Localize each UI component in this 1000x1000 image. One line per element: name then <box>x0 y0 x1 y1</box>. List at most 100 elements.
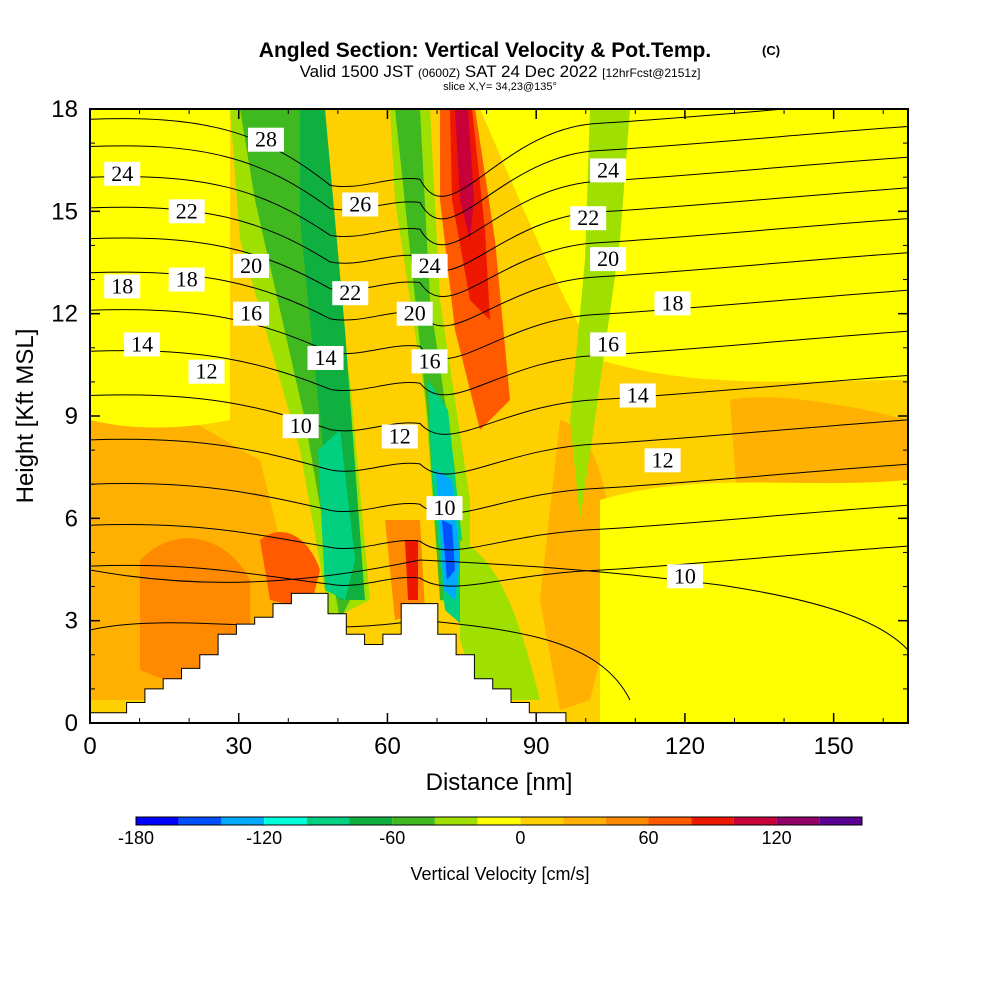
y-axis: 0 3 6 9 12 15 18 <box>51 96 908 737</box>
theta-contour-line <box>90 126 908 220</box>
theta-contour-label: 14 <box>307 345 344 370</box>
colorbar-tick-label: -180 <box>118 828 154 848</box>
contour-label-box <box>168 199 205 224</box>
valid-zulu: (0600Z) <box>418 66 460 80</box>
colorbar-tick-label: -120 <box>246 828 282 848</box>
updraft-band-left-core2 <box>260 531 320 610</box>
valid-fcst: [12hrFcst@2151z] <box>602 66 700 80</box>
theta-contour-label: 16 <box>411 348 448 374</box>
theta-contour-line <box>90 375 908 435</box>
updraft-core-b2 <box>405 540 418 600</box>
colorbar-swatch <box>221 817 265 825</box>
theta-contour-line <box>90 504 908 551</box>
theta-contour-label: 22 <box>332 280 369 306</box>
theta-contour-line <box>90 419 908 475</box>
y-tick-label: 9 <box>65 403 78 430</box>
x-tick-label: 120 <box>665 733 705 760</box>
colorbar-swatch <box>349 817 393 825</box>
contour-label-box <box>426 496 463 521</box>
contour-label-box <box>590 158 627 183</box>
contour-label-box <box>104 274 141 299</box>
colorbar-swatch <box>776 817 820 825</box>
theta-contour-label: 22 <box>168 198 205 224</box>
contour-label-text: 14 <box>315 345 337 370</box>
contour-label-text: 10 <box>290 413 312 438</box>
colorbar-label: Vertical Velocity [cm/s] <box>410 864 589 884</box>
contour-label-box <box>411 253 448 278</box>
contour-label-text: 20 <box>404 301 426 326</box>
contour-label-text: 18 <box>111 273 133 298</box>
y-tick-label: 3 <box>65 608 78 635</box>
contour-label-box <box>654 291 691 316</box>
theta-contour-label: 20 <box>590 246 627 272</box>
colorbar-swatch <box>691 817 734 825</box>
y-tick-label: 0 <box>65 710 78 737</box>
y-tick-label: 15 <box>51 198 78 225</box>
x-tick-label: 150 <box>814 733 854 760</box>
contour-label-box <box>590 247 627 272</box>
colorbar-ticks: -180 -120 -60 0 60 120 <box>118 828 792 848</box>
colorbar-swatch <box>563 817 606 825</box>
colorbar-swatch <box>733 817 777 825</box>
theta-contour-label: 24 <box>104 161 141 186</box>
contour-label-text: 20 <box>240 253 262 278</box>
colorbar-swatch <box>819 817 862 825</box>
terrain-profile <box>90 592 567 723</box>
theta-contour-label: 24 <box>411 253 448 278</box>
theta-contour-label: 16 <box>590 331 627 357</box>
plot-area: 28 24 26 22 20 24 18 18 22 16 20 14 14 16 12 10 12 10 24 22… <box>90 109 908 723</box>
contour-label-box <box>168 267 205 292</box>
contour-label-text: 24 <box>597 157 619 182</box>
x-axis-label: Distance [nm] <box>426 769 573 796</box>
contour-label-text: 12 <box>652 447 674 472</box>
colorbar-swatch <box>178 817 222 825</box>
contour-label-box <box>396 301 433 326</box>
theta-contour-line <box>90 330 908 396</box>
theta-contour-label: 16 <box>233 301 270 326</box>
contour-label-box <box>104 161 141 186</box>
y-tick-label: 12 <box>51 301 78 328</box>
contour-label-box <box>342 192 379 217</box>
colorbar-swatch <box>434 817 478 825</box>
downdraft-core-a2 <box>318 430 355 600</box>
contour-label-box <box>282 414 319 439</box>
contour-label-text: 18 <box>176 267 198 292</box>
y-tick-label: 6 <box>65 505 78 532</box>
contour-label-text: 22 <box>176 198 198 223</box>
colorbar-swatch <box>264 817 307 825</box>
theta-contour-label: 10 <box>426 495 463 521</box>
contour-label-box <box>666 564 703 589</box>
colorbar-swatch <box>136 817 179 825</box>
chart-title: Angled Section: Vertical Velocity & Pot.… <box>259 39 711 62</box>
contour-label-box <box>411 349 448 374</box>
colorbar-swatch <box>605 817 649 825</box>
theta-contour-line <box>90 252 908 327</box>
theta-contour-label: 24 <box>590 157 627 183</box>
slice-info: slice X,Y= 34,23@135° <box>443 81 557 93</box>
theta-contour-line <box>90 156 908 246</box>
contour-label-text: 16 <box>597 331 619 356</box>
contour-label-box <box>124 332 161 357</box>
contour-label-text: 12 <box>196 359 218 384</box>
x-tick-label: 30 <box>225 733 252 760</box>
contour-label-text: 24 <box>419 253 441 278</box>
theta-contour-line <box>90 559 908 651</box>
colorbar-tick-label: 0 <box>515 828 525 848</box>
downdraft-band-d <box>460 540 540 700</box>
colorbar-swatch <box>648 817 692 825</box>
contour-label-text: 14 <box>627 383 649 408</box>
contour-label-box <box>570 206 607 231</box>
theta-contour-label: 22 <box>570 205 607 231</box>
contour-label-text: 22 <box>577 205 599 230</box>
contour-label-text: 12 <box>389 424 411 449</box>
valid-date: SAT 24 Dec 2022 <box>465 62 598 81</box>
x-tick-label: 60 <box>374 733 401 760</box>
theta-contour-label: 28 <box>248 127 284 152</box>
colorbar <box>135 816 863 826</box>
colorbar-tick-label: 120 <box>762 828 792 848</box>
theta-contour-label: 20 <box>233 253 270 278</box>
contour-label-text: 16 <box>419 348 441 373</box>
contour-label-box <box>188 359 225 384</box>
colorbar-tick-label: 60 <box>638 828 658 848</box>
